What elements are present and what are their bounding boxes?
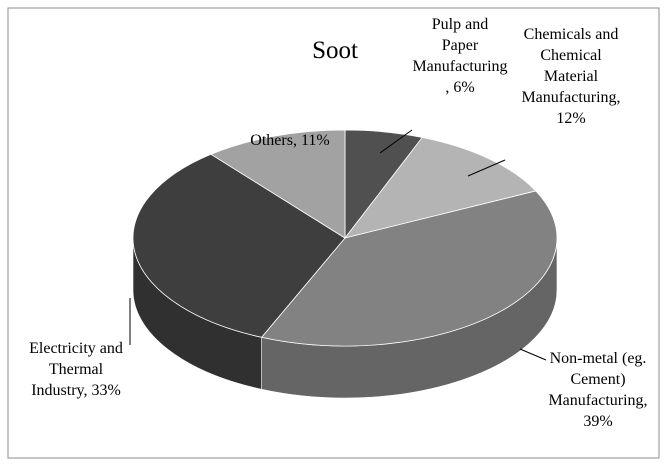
category-label: Chemicals and Chemical Material Manufact…	[521, 26, 619, 106]
category-label: Non-metal (eg. Cement) Manufacturing	[548, 350, 647, 409]
slice	[132, 153, 346, 338]
data-label-text: Chemicals and Chemical Material Manufact…	[521, 26, 621, 127]
data-label: Others, 11%	[250, 132, 330, 149]
data-label: Chemicals and Chemical Material Manufact…	[521, 26, 621, 127]
slice	[210, 129, 346, 239]
category-label: Pulp and Paper Manufacturing	[412, 16, 508, 75]
leader-line	[519, 348, 547, 361]
category-label: Others	[250, 132, 293, 149]
value-label: 33%	[91, 382, 121, 399]
data-label-text: Pulp and Paper Manufacturing, 6%	[412, 16, 508, 96]
value-label: 39%	[583, 413, 613, 430]
value-label: 12%	[556, 110, 586, 127]
chart-title: Soot	[312, 37, 358, 64]
data-label: Non-metal (eg. Cement) Manufacturing, 39…	[548, 350, 648, 430]
value-label: 11%	[300, 132, 330, 149]
slice	[343, 136, 537, 239]
leader-line	[379, 129, 413, 154]
data-label: Electricity and Thermal Industry, 33%	[29, 340, 123, 399]
data-label: Pulp and Paper Manufacturing, 6%	[412, 16, 508, 96]
category-label: Electricity and Thermal Industry	[29, 340, 123, 399]
data-label-text: Non-metal (eg. Cement) Manufacturing, 39…	[548, 350, 648, 430]
data-label-text: Electricity and Thermal Industry, 33%	[29, 340, 123, 399]
data-label-text: Others, 11%	[250, 132, 330, 149]
leader-line	[467, 159, 506, 177]
value-label: 6%	[453, 79, 475, 96]
slice	[260, 190, 558, 347]
